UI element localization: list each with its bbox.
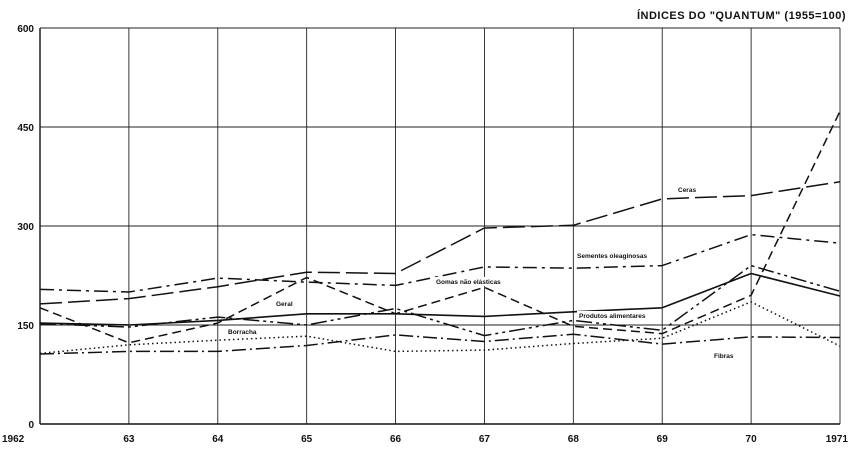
x-axis-ticks: 1962 63 64 65 66 67 68 69 70 1971 (2, 434, 848, 445)
x-tick-label: 1962 (2, 434, 25, 445)
chart-title: ÍNDICES DO "QUANTUM" (1955=100) (637, 9, 846, 22)
x-tick-label: 64 (212, 434, 224, 445)
y-tick-label: 150 (17, 321, 34, 332)
series-line-produtos-alimentares (39, 264, 841, 337)
x-tick-label: 63 (123, 434, 135, 445)
series-line-gomas-nao-elasticas (39, 110, 841, 344)
series-label-geral: Geral (276, 301, 293, 308)
series-line-fibras (39, 333, 841, 355)
y-tick-label: 450 (17, 123, 34, 134)
x-tick-label: 69 (657, 434, 669, 445)
series-label-bg (575, 251, 650, 260)
chart-series (39, 110, 841, 355)
y-tick-label: 300 (17, 222, 34, 233)
series-label-bg (676, 185, 699, 194)
chart-grid (39, 27, 841, 425)
series-line-borracha (39, 301, 841, 355)
x-tick-label: 67 (479, 434, 491, 445)
series-label-sementes-oleaginosas: Sementes oleaginosas (577, 253, 647, 260)
y-tick-label: 600 (17, 24, 34, 35)
series-label-fibras: Fibras (714, 353, 734, 360)
x-tick-label: 68 (568, 434, 580, 445)
series-label-gomas-nao-elasticas: Gomas não elásticas (436, 279, 501, 286)
series-line-ceras (39, 181, 841, 305)
series-label-borracha: Borracha (228, 329, 257, 336)
series-labels: Ceras Sementes oleaginosas Gomas não elást… (226, 185, 736, 360)
x-tick-label: 66 (390, 434, 402, 445)
x-tick-label: 1971 (826, 434, 849, 445)
x-tick-label: 70 (746, 434, 758, 445)
series-label-produtos-alimentares: Produtos alimentares (579, 313, 646, 320)
series-label-ceras: Ceras (678, 187, 696, 194)
series-label-bg (577, 311, 648, 320)
y-tick-label: 0 (28, 420, 34, 431)
x-tick-label: 65 (301, 434, 313, 445)
series-label-bg (712, 351, 736, 360)
series-label-bg (434, 277, 503, 286)
series-line-geral (39, 272, 841, 326)
series-label-bg (274, 299, 295, 308)
series-label-bg (226, 327, 259, 336)
y-axis-ticks: 0 150 300 450 600 (17, 24, 34, 431)
